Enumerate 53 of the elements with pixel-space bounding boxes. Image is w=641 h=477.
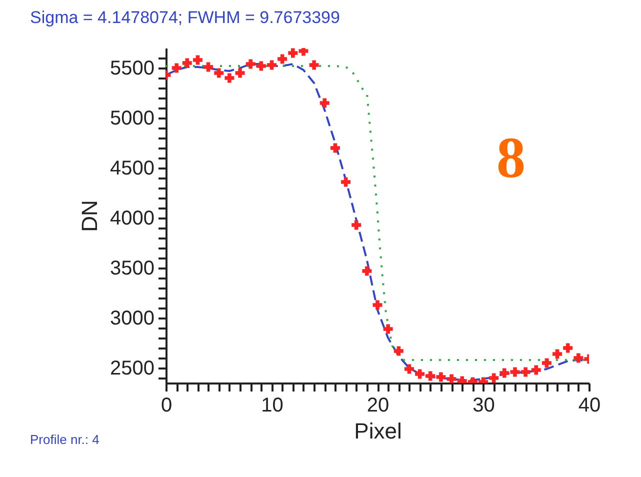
x-tick-label: 20 bbox=[366, 394, 390, 416]
point bbox=[394, 346, 404, 356]
point bbox=[182, 58, 192, 68]
x-tick-label: 40 bbox=[578, 394, 601, 416]
y-tick-label: 2500 bbox=[110, 358, 154, 380]
point bbox=[341, 177, 351, 187]
point bbox=[404, 364, 414, 374]
point bbox=[320, 98, 330, 108]
point bbox=[224, 73, 234, 83]
point bbox=[172, 63, 182, 73]
point bbox=[330, 143, 340, 153]
point bbox=[489, 373, 499, 383]
x-axis-title: Pixel bbox=[354, 418, 402, 444]
point bbox=[362, 266, 372, 276]
point bbox=[426, 371, 436, 381]
point bbox=[531, 365, 541, 375]
point bbox=[542, 358, 552, 368]
y-tick-label: 5000 bbox=[110, 108, 154, 130]
chart-title: Sigma = 4.1478074; FWHM = 9.7673399 bbox=[30, 8, 340, 27]
x-tick-label: 0 bbox=[160, 394, 172, 416]
point bbox=[415, 369, 425, 379]
y-tick-label: 3000 bbox=[110, 308, 154, 330]
y-axis-title: DN bbox=[77, 200, 102, 232]
point bbox=[214, 68, 224, 78]
point bbox=[446, 374, 456, 383]
point bbox=[309, 60, 319, 70]
y-tick-label: 4000 bbox=[110, 208, 154, 230]
point bbox=[352, 220, 362, 230]
text: Profile nr.: 4 bbox=[30, 432, 100, 447]
point bbox=[267, 60, 276, 70]
y-tick-label: 4500 bbox=[110, 158, 154, 180]
point bbox=[552, 349, 562, 359]
point bbox=[383, 324, 393, 334]
point bbox=[372, 300, 382, 310]
point bbox=[192, 55, 202, 65]
point bbox=[204, 62, 214, 72]
point bbox=[563, 343, 573, 353]
point bbox=[520, 367, 530, 377]
point bbox=[235, 68, 245, 78]
annotation: 8 bbox=[496, 125, 526, 190]
point bbox=[278, 54, 288, 64]
x-tick-label: 10 bbox=[261, 394, 284, 416]
point bbox=[246, 59, 256, 69]
y-tick-label: 5500 bbox=[110, 58, 154, 80]
point bbox=[436, 372, 446, 382]
y-tick-label: 3500 bbox=[110, 258, 154, 280]
point bbox=[500, 368, 510, 378]
point bbox=[288, 48, 298, 58]
point bbox=[256, 61, 266, 71]
point bbox=[574, 353, 584, 363]
x-tick-label: 30 bbox=[472, 394, 495, 416]
point bbox=[510, 367, 520, 377]
point bbox=[298, 48, 308, 56]
